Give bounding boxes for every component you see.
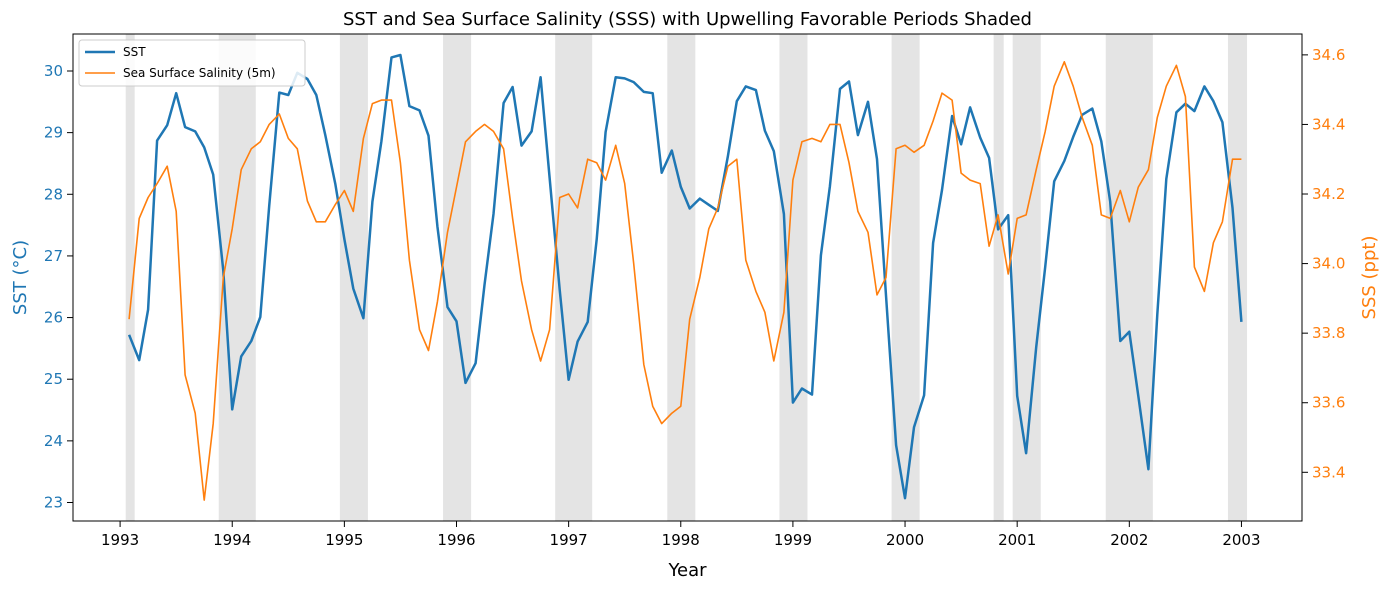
y-left-tick-label-23: 23 [44, 494, 63, 512]
legend-label-sss: Sea Surface Salinity (5m) [123, 66, 276, 80]
y-left-tick-label-27: 27 [44, 247, 63, 265]
x-tick-label-1995: 1995 [325, 531, 363, 549]
upwelling-shade-3 [443, 34, 472, 521]
legend-box [78, 39, 306, 87]
x-tick-label-1997: 1997 [550, 531, 588, 549]
y-right-tick-label-33.8: 33.8 [1312, 324, 1345, 342]
x-tick-label-1993: 1993 [101, 531, 139, 549]
sst-line [127, 53, 1243, 500]
x-tick-label-2002: 2002 [1110, 531, 1148, 549]
upwelling-shade-4 [555, 34, 593, 521]
upwelling-shade-0 [125, 34, 135, 521]
y-right-axis-label: SSS (ppt) [1359, 236, 1380, 320]
y-left-tick-label-29: 29 [44, 124, 63, 142]
upwelling-shade-2 [339, 34, 368, 521]
upwelling-shade-8 [993, 34, 1004, 521]
x-tick-label-2003: 2003 [1222, 531, 1260, 549]
chart-title: SST and Sea Surface Salinity (SSS) with … [343, 9, 1032, 30]
y-left-tick-label-25: 25 [44, 370, 63, 388]
upwelling-shade-layer [125, 34, 1248, 521]
y-right-axis: 33.4 33.6 33.8 34.0 34.2 34.4 34.6 [1302, 46, 1345, 481]
x-tick-label-1996: 1996 [437, 531, 475, 549]
x-axis-label: Year [667, 560, 707, 581]
x-tick-label-2001: 2001 [998, 531, 1036, 549]
sss-line [128, 60, 1242, 501]
y-right-tick-label-34.6: 34.6 [1312, 46, 1345, 64]
y-left-axis: 23 24 25 26 27 28 29 30 [44, 62, 73, 512]
y-right-tick-label-33.4: 33.4 [1312, 463, 1345, 481]
y-right-tick-label-34.4: 34.4 [1312, 115, 1345, 133]
x-tick-label-2000: 2000 [886, 531, 924, 549]
y-left-tick-label-24: 24 [44, 432, 63, 450]
y-left-tick-label-26: 26 [44, 309, 63, 327]
upwelling-shade-5 [667, 34, 696, 521]
x-tick-label-1999: 1999 [774, 531, 812, 549]
legend-label-sst: SST [123, 45, 146, 59]
upwelling-shade-6 [779, 34, 808, 521]
y-left-axis-label: SST (°C) [10, 240, 31, 315]
plot-frame [72, 33, 1303, 522]
x-tick-label-1998: 1998 [662, 531, 700, 549]
series-layer [127, 53, 1243, 501]
y-right-tick-label-34: 34.0 [1312, 255, 1345, 273]
x-tick-label-1994: 1994 [213, 531, 251, 549]
y-left-tick-label-30: 30 [44, 62, 63, 80]
y-right-tick-label-33.6: 33.6 [1312, 394, 1345, 412]
y-left-tick-label-28: 28 [44, 185, 63, 203]
legend: SST Sea Surface Salinity (5m) [78, 39, 306, 87]
y-right-tick-label-34.2: 34.2 [1312, 185, 1345, 203]
x-axis: 1993 1994 1995 1996 1997 1998 1999 2000 2001 2002… [101, 521, 1261, 549]
